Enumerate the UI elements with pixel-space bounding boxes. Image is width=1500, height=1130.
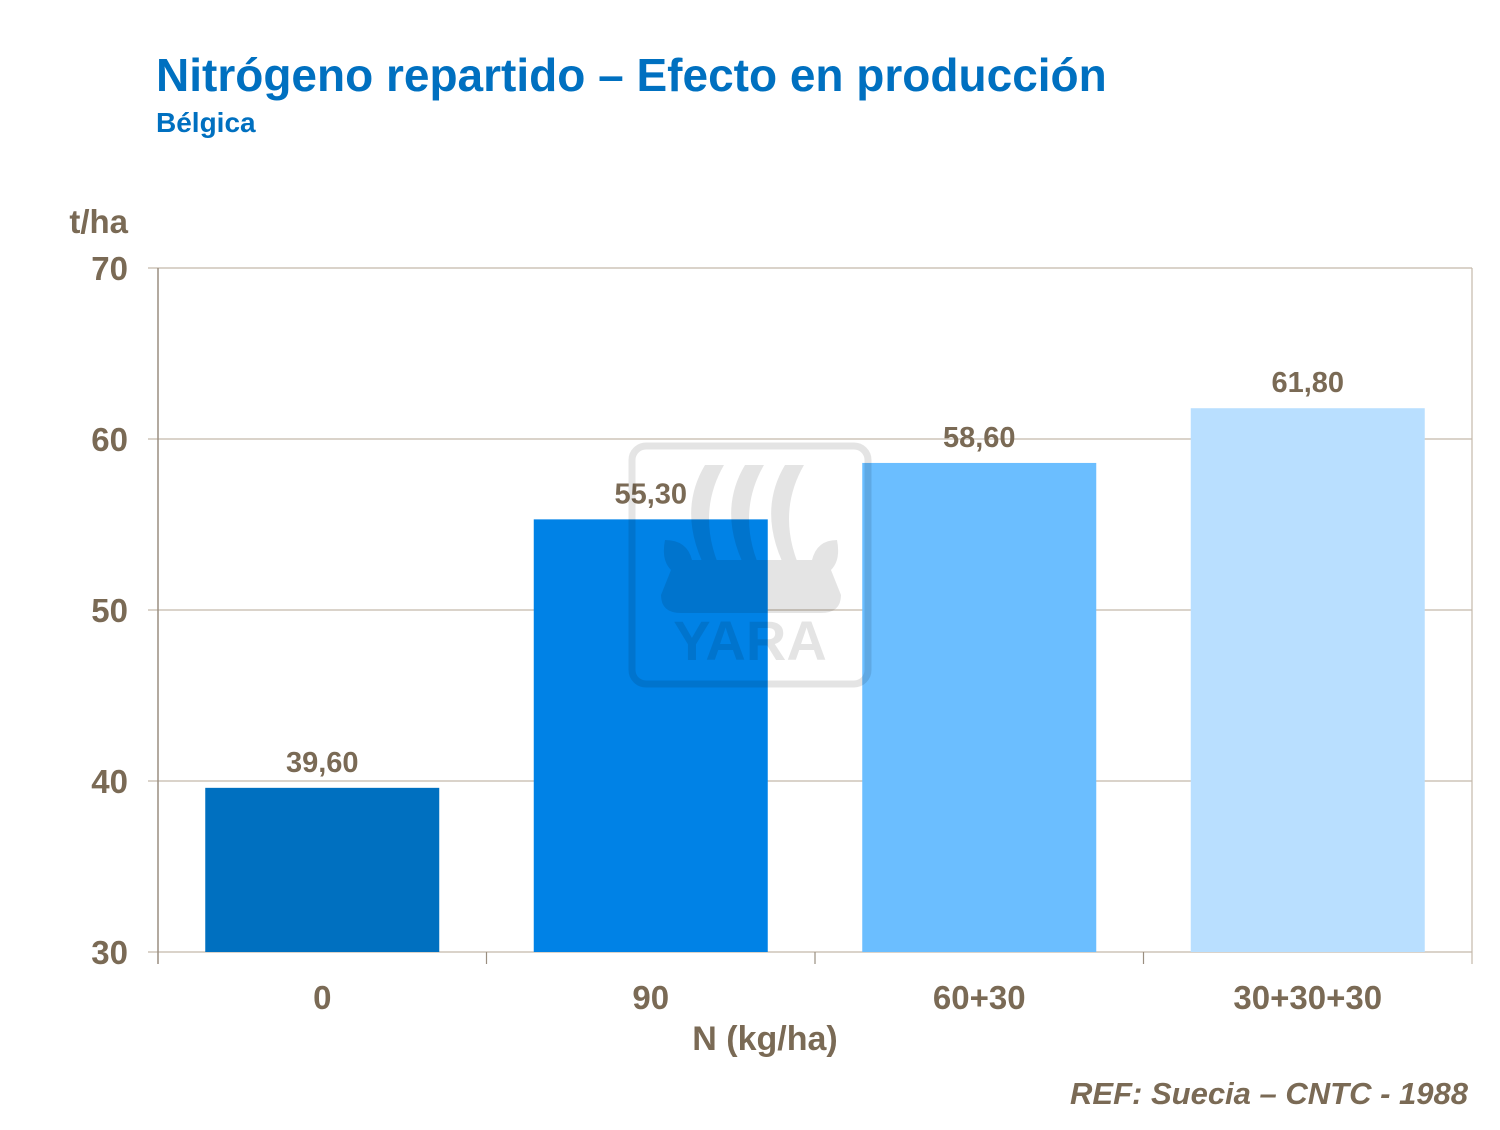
- x-tick-label: 60+30: [933, 979, 1026, 1016]
- yara-watermark: YARA: [628, 442, 872, 688]
- bar-0: [205, 787, 440, 952]
- data-label: 55,30: [614, 478, 687, 510]
- x-axis-label: N (kg/ha): [692, 1020, 837, 1058]
- y-axis-label: t/ha: [69, 203, 128, 240]
- chart-subtitle: Bélgica: [156, 107, 256, 138]
- x-tick-label: 90: [632, 979, 669, 1016]
- data-label: 58,60: [943, 422, 1016, 454]
- bars: 39,60 55,30 58,60 61,80: [205, 367, 1425, 953]
- axes: 30 40 50 60 70 0 90 60+30 30+30+30: [91, 250, 1473, 1016]
- y-tick-label: 50: [91, 592, 128, 629]
- watermark-text: YARA: [673, 609, 827, 672]
- data-label: 61,80: [1271, 367, 1344, 399]
- x-tick-label: 0: [313, 979, 331, 1016]
- data-label: 39,60: [286, 747, 359, 779]
- y-tick-label: 30: [91, 934, 128, 971]
- bar-30+30+30: [1190, 408, 1425, 953]
- reference-note: REF: Suecia – CNTC - 1988: [1070, 1076, 1468, 1111]
- y-tick-label: 70: [91, 250, 128, 287]
- x-tick-label: 30+30+30: [1233, 979, 1382, 1016]
- chart-title: Nitrógeno repartido – Efecto en producci…: [156, 49, 1107, 101]
- y-tick-label: 40: [91, 763, 128, 800]
- y-tick-label: 60: [91, 421, 128, 458]
- bar-90: [533, 519, 768, 952]
- bar-60+30: [862, 462, 1097, 952]
